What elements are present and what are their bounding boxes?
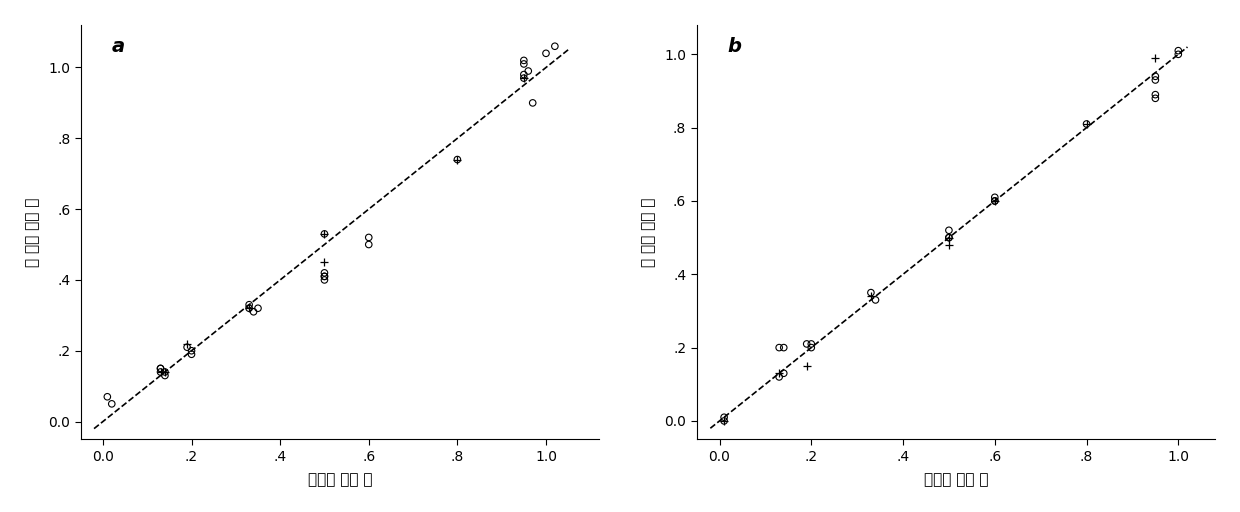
Point bbox=[150, 365, 170, 373]
Point bbox=[513, 74, 533, 82]
Text: a: a bbox=[112, 37, 125, 56]
Point bbox=[513, 74, 533, 82]
Point bbox=[177, 339, 197, 348]
Point bbox=[801, 344, 821, 352]
Point bbox=[155, 371, 175, 379]
Text: b: b bbox=[728, 37, 742, 56]
Point bbox=[769, 344, 789, 352]
Point bbox=[150, 365, 170, 373]
X-axis label: 真实浓 度比 率: 真实浓 度比 率 bbox=[924, 472, 988, 487]
Point bbox=[1168, 50, 1188, 58]
Point bbox=[315, 272, 335, 281]
Point bbox=[1146, 94, 1166, 102]
Point bbox=[714, 417, 734, 425]
Point bbox=[861, 292, 880, 301]
Point bbox=[1076, 120, 1096, 128]
Point bbox=[939, 233, 959, 242]
Y-axis label: 预 测浓 度比 率: 预 测浓 度比 率 bbox=[25, 198, 40, 267]
Point bbox=[518, 67, 538, 75]
Point bbox=[866, 296, 885, 304]
Point bbox=[98, 393, 118, 401]
Point bbox=[769, 369, 789, 377]
Point bbox=[513, 71, 533, 79]
Point bbox=[939, 226, 959, 234]
Point bbox=[714, 417, 734, 425]
Point bbox=[448, 156, 467, 164]
Point bbox=[985, 197, 1004, 205]
Point bbox=[797, 340, 817, 348]
Point bbox=[102, 400, 122, 408]
Point bbox=[239, 304, 259, 312]
Y-axis label: 预 测浓 度比 率: 预 测浓 度比 率 bbox=[641, 198, 656, 267]
Point bbox=[155, 368, 175, 376]
Point bbox=[177, 343, 197, 351]
Point bbox=[861, 289, 880, 297]
Point bbox=[181, 350, 201, 358]
Point bbox=[239, 301, 259, 309]
Point bbox=[939, 233, 959, 242]
Point bbox=[797, 362, 817, 370]
Point bbox=[774, 369, 794, 377]
Point bbox=[150, 368, 170, 376]
Point bbox=[315, 230, 335, 238]
Point bbox=[315, 276, 335, 284]
Point bbox=[513, 60, 533, 68]
Point bbox=[523, 99, 543, 107]
Point bbox=[544, 42, 564, 50]
Point bbox=[1076, 120, 1096, 128]
X-axis label: 真实浓 度比 率: 真实浓 度比 率 bbox=[308, 472, 372, 487]
Point bbox=[1146, 91, 1166, 99]
Point bbox=[150, 368, 170, 376]
Point bbox=[315, 230, 335, 238]
Point bbox=[248, 304, 268, 312]
Point bbox=[181, 347, 201, 355]
Point bbox=[315, 258, 335, 266]
Point bbox=[1146, 76, 1166, 84]
Point bbox=[714, 413, 734, 421]
Point bbox=[939, 233, 959, 242]
Point bbox=[985, 197, 1004, 205]
Point bbox=[448, 156, 467, 164]
Point bbox=[358, 233, 378, 242]
Point bbox=[243, 308, 263, 316]
Point bbox=[774, 344, 794, 352]
Point bbox=[1146, 72, 1166, 80]
Point bbox=[536, 49, 556, 57]
Point bbox=[239, 304, 259, 312]
Point bbox=[155, 368, 175, 376]
Point bbox=[769, 373, 789, 381]
Point bbox=[985, 197, 1004, 205]
Point bbox=[315, 272, 335, 281]
Point bbox=[939, 241, 959, 249]
Point bbox=[1168, 47, 1188, 55]
Point bbox=[1146, 54, 1166, 62]
Point bbox=[358, 241, 378, 249]
Point bbox=[985, 193, 1004, 201]
Point bbox=[315, 269, 335, 277]
Point bbox=[513, 56, 533, 65]
Point bbox=[801, 340, 821, 348]
